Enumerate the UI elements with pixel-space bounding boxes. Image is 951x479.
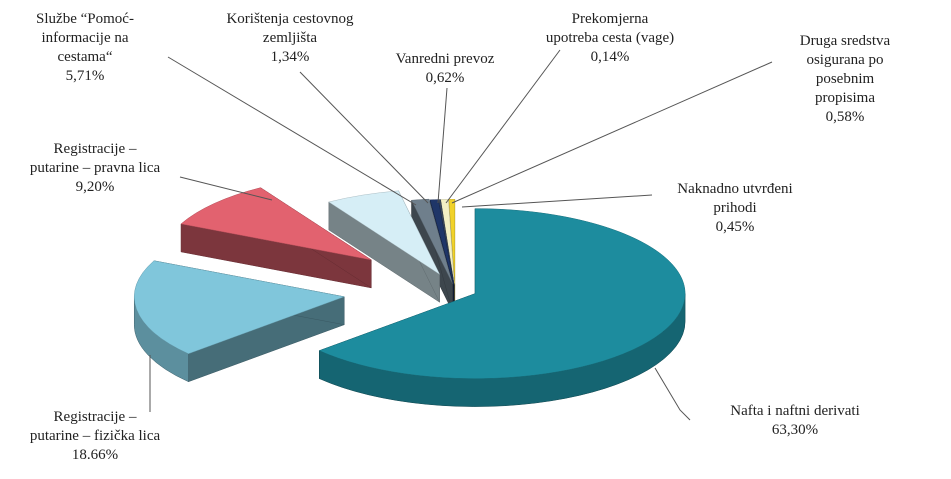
leader-line	[445, 49, 561, 204]
leader-line	[167, 56, 417, 206]
leader-line	[179, 176, 273, 201]
category-label: Druga sredstva osigurana po posebnim pro…	[799, 33, 891, 106]
leader-line	[299, 71, 429, 204]
leader-line	[437, 87, 448, 204]
value-label: 0,58%	[825, 109, 865, 125]
slice-label: Korištenja cestovnog zemljišta 1,34%	[226, 10, 353, 67]
slice-label: Registracije – putarine – fizička lica 18…	[30, 408, 160, 465]
value-label: 5,71%	[65, 68, 105, 84]
leader-line	[654, 367, 691, 421]
slice-label: Registracije – putarine – pravna lica 9,2…	[30, 140, 160, 197]
leader-line	[451, 61, 773, 204]
category-label: Registracije – putarine – fizička lica	[29, 409, 161, 444]
slice	[411, 198, 453, 284]
slice	[133, 260, 346, 355]
value-label: 1,34%	[270, 49, 310, 65]
slice-label: Naknadno utvrđeni prihodi 0,45%	[677, 180, 792, 237]
value-label: 0,45%	[715, 219, 755, 235]
slice	[328, 190, 441, 275]
slice-label: Nafta i naftni derivati 63,30%	[730, 402, 860, 440]
category-label: Registracije – putarine – pravna lica	[29, 141, 161, 176]
leader-line	[461, 194, 653, 208]
category-label: Korištenja cestovnog zemljišta	[226, 11, 354, 46]
slice-label: Druga sredstva osigurana po posebnim pro…	[792, 32, 898, 127]
slice	[180, 187, 372, 261]
slice-label: Službe “Pomoć- informacije na cestama“ 5,…	[36, 10, 134, 86]
value-label: 63,30%	[771, 422, 819, 438]
category-label: Nafta i naftni derivati	[730, 403, 860, 419]
category-label: Službe “Pomoć- informacije na cestama“	[36, 11, 134, 65]
category-label: Naknadno utvrđeni prihodi	[677, 181, 793, 216]
slice-label: Vanredni prevoz 0,62%	[396, 50, 495, 88]
slice-label: Prekomjerna upotreba cesta (vage) 0,14%	[546, 10, 674, 67]
value-label: 18.66%	[71, 447, 119, 463]
category-label: Prekomjerna upotreba cesta (vage)	[545, 11, 675, 46]
category-label: Vanredni prevoz	[395, 51, 495, 67]
value-label: 0,62%	[425, 70, 465, 86]
value-label: 9,20%	[75, 179, 115, 195]
slice	[318, 208, 686, 379]
value-label: 0,14%	[590, 49, 630, 65]
